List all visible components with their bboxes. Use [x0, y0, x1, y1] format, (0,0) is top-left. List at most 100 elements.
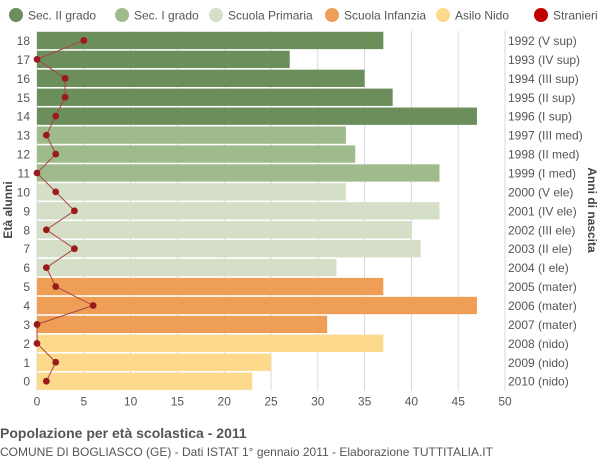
y-axis-title-right: Anni di nascita — [585, 167, 599, 253]
stranieri-point — [52, 112, 60, 120]
x-tick-label: 40 — [405, 395, 419, 409]
bar — [37, 221, 412, 239]
age-tick-label: 9 — [23, 204, 30, 218]
x-tick-label: 20 — [218, 395, 232, 409]
legend-swatch — [9, 8, 23, 22]
bar — [37, 296, 477, 315]
age-tick-label: 2 — [23, 337, 30, 351]
x-tick-label: 15 — [171, 395, 185, 409]
age-tick-label: 11 — [18, 166, 31, 180]
stranieri-point — [33, 55, 41, 63]
stranieri-point — [33, 321, 41, 328]
stranieri-point — [61, 74, 69, 82]
stranieri-point — [33, 339, 41, 347]
legend-label: Asilo Nido — [455, 9, 509, 23]
stranieri-point — [42, 264, 50, 272]
stranieri-point — [52, 283, 60, 290]
stranieri-series — [33, 37, 97, 385]
age-tick-label: 1 — [23, 356, 30, 370]
birth-year-tick-label: 2007 (mater) — [508, 318, 577, 332]
age-tick-label: 8 — [23, 223, 30, 237]
age-tick-label: 7 — [23, 242, 30, 256]
age-tick-label: 10 — [17, 185, 31, 199]
bar — [37, 334, 384, 353]
x-tick-label: 10 — [124, 395, 138, 409]
bar — [37, 183, 346, 201]
stranieri-point — [71, 245, 78, 253]
stranieri-point — [89, 302, 97, 309]
x-tick-label: 30 — [311, 395, 325, 409]
legend-label: Sec. I grado — [134, 9, 199, 23]
age-tick-label: 13 — [17, 129, 31, 143]
legend-label: Scuola Primaria — [228, 9, 313, 23]
birth-year-tick-label: 1992 (V sup) — [508, 34, 577, 48]
bar — [37, 277, 384, 296]
x-tick-labels: 0 5 10 15 20 25 30 35 40 45 50 — [34, 395, 512, 409]
age-tick-label: 3 — [23, 318, 30, 332]
legend-label: Stranieri — [553, 9, 598, 23]
birth-year-tick-label: 1997 (III med) — [508, 129, 583, 143]
age-tick-label: 5 — [23, 280, 30, 294]
chart-title: Popolazione per età scolastica - 2011 — [0, 425, 247, 441]
stranieri-point — [52, 150, 60, 158]
age-tick-label: 0 — [23, 375, 30, 389]
bar — [37, 145, 356, 163]
birth-year-tick-labels: 1992 (V sup) 1993 (IV sup) 1994 (III sup) 1… — [508, 34, 583, 389]
x-tick-label: 35 — [358, 395, 372, 409]
stranieri-point — [42, 377, 50, 385]
bar — [37, 258, 337, 277]
age-tick-label: 14 — [17, 110, 31, 124]
birth-year-tick-label: 2001 (IV ele) — [508, 204, 577, 218]
age-tick-label: 12 — [17, 148, 31, 162]
stranieri-point — [42, 131, 50, 139]
birth-year-tick-label: 2005 (mater) — [508, 280, 577, 294]
legend-label: Scuola Infanzia — [344, 9, 426, 23]
stranieri-point — [52, 188, 60, 196]
stranieri-point — [42, 226, 50, 234]
birth-year-tick-label: 1993 (IV sup) — [508, 53, 580, 67]
birth-year-tick-label: 2003 (II ele) — [508, 242, 572, 256]
age-tick-label: 6 — [23, 261, 30, 275]
birth-year-tick-label: 2008 (nido) — [508, 337, 569, 351]
birth-year-tick-label: 1999 (I med) — [508, 166, 576, 180]
age-tick-label: 16 — [17, 72, 31, 86]
legend-label: Sec. II grado — [28, 9, 96, 23]
bar — [37, 88, 393, 106]
chart-subtitle: COMUNE DI BOGLIASCO (GE) - Dati ISTAT 1°… — [0, 445, 493, 459]
bar — [37, 315, 328, 334]
bar — [37, 107, 477, 125]
birth-year-tick-label: 2009 (nido) — [508, 356, 569, 370]
bar — [37, 240, 421, 258]
legend-swatch — [115, 8, 129, 22]
chart-legend: Sec. II grado Sec. I grado Scuola Primaria… — [9, 8, 598, 23]
birth-year-tick-label: 1995 (II sup) — [508, 91, 575, 105]
stranieri-point — [71, 207, 78, 215]
bar — [37, 50, 290, 69]
age-tick-label: 18 — [17, 34, 31, 48]
birth-year-tick-label: 1998 (II med) — [508, 148, 579, 162]
birth-year-tick-label: 2004 (I ele) — [508, 261, 569, 275]
stranieri-point — [52, 358, 60, 366]
legend-swatch — [534, 8, 548, 22]
stranieri-point — [80, 37, 88, 44]
birth-year-tick-label: 2000 (V ele) — [508, 185, 573, 199]
legend-swatch — [436, 8, 450, 22]
bar — [37, 69, 365, 87]
chart-bars — [37, 31, 477, 390]
x-tick-label: 5 — [80, 395, 87, 409]
legend-swatch — [325, 8, 339, 22]
x-tick-label: 45 — [452, 395, 466, 409]
bar — [37, 202, 440, 220]
x-tick-label: 25 — [264, 395, 278, 409]
age-tick-label: 17 — [17, 53, 31, 67]
bar — [37, 31, 384, 50]
birth-year-tick-label: 1994 (III sup) — [508, 72, 579, 86]
bar — [37, 353, 271, 371]
age-tick-label: 4 — [23, 299, 30, 313]
bar — [37, 164, 440, 182]
x-tick-label: 0 — [34, 395, 41, 409]
age-tick-label: 15 — [17, 91, 31, 105]
y-axis-title-left: Età alunni — [1, 181, 15, 238]
